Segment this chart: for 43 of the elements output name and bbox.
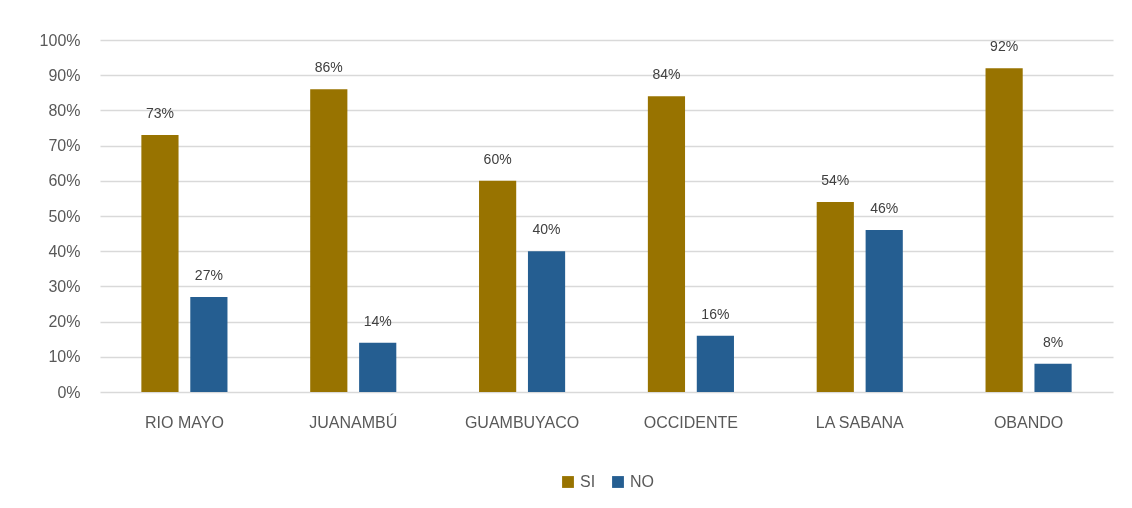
y-tick-label: 0% (57, 383, 81, 401)
bar (190, 296, 228, 392)
y-tick-label: 90% (48, 66, 81, 84)
data-label: 86% (314, 59, 343, 76)
bar (141, 135, 179, 392)
data-label: 40% (532, 221, 561, 238)
bar (865, 230, 903, 392)
data-label: 84% (652, 66, 681, 83)
x-tick-label: JUANAMBÚ (309, 412, 398, 431)
legend-label: SI (580, 473, 596, 490)
data-label: 73% (145, 105, 174, 122)
y-tick-label: 20% (48, 313, 81, 331)
data-label: 46% (870, 200, 899, 217)
bar (310, 89, 348, 392)
legend-label: NO (630, 473, 654, 490)
data-label: 16% (701, 305, 730, 322)
bar (359, 342, 397, 392)
bar (985, 68, 1023, 392)
x-tick-label: OBANDO (993, 413, 1064, 431)
y-tick-label: 30% (48, 277, 81, 295)
bar (696, 335, 734, 392)
data-label: 60% (483, 150, 512, 167)
y-tick-label: 40% (48, 242, 81, 260)
y-tick-label: 70% (48, 137, 81, 155)
data-label: 8% (1042, 333, 1064, 350)
bar (527, 251, 566, 392)
data-label: 54% (821, 171, 850, 188)
y-tick-label: 50% (48, 207, 81, 225)
x-tick-label: RIO MAYO (145, 413, 224, 431)
x-tick-label: OCCIDENTE (643, 413, 739, 431)
x-tick-label: GUAMBUYACO (464, 413, 580, 431)
bar (1034, 363, 1072, 392)
bar (479, 180, 517, 392)
bar (647, 96, 686, 392)
bar (816, 201, 854, 392)
y-tick-label: 60% (48, 172, 81, 190)
y-tick-label: 10% (48, 348, 81, 366)
data-label: 27% (194, 266, 223, 283)
x-tick-label: LA SABANA (815, 413, 905, 431)
y-tick-label: 80% (48, 101, 81, 119)
data-label: 92% (990, 38, 1019, 55)
data-label: 14% (363, 312, 392, 329)
y-tick-label: 100% (39, 31, 81, 49)
